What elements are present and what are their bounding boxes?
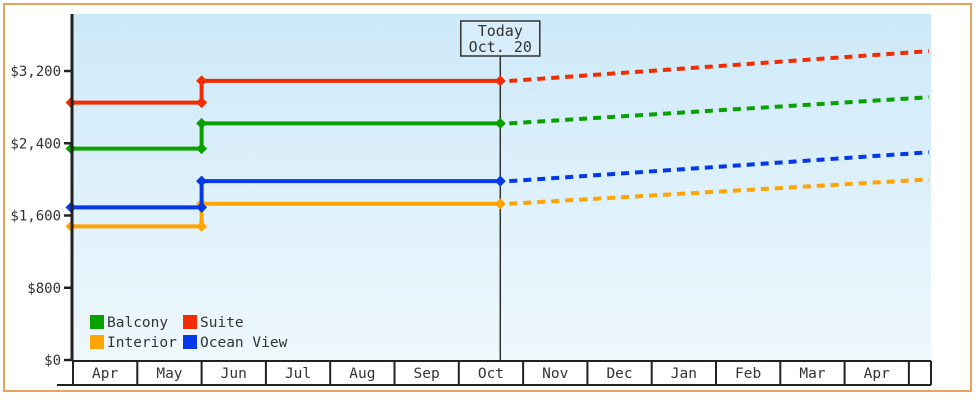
legend-label-balcony: Balcony: [107, 315, 168, 331]
legend-swatch-suite: [183, 315, 197, 329]
legend-label-interior: Interior: [107, 335, 177, 351]
marker-step-low-interior: [196, 220, 208, 232]
legend-swatch-interior: [90, 335, 104, 349]
series-line-actual-ocean-view: [71, 179, 501, 210]
marker-step-low-ocean-view: [196, 201, 208, 213]
legend-swatch-ocean-view: [183, 335, 197, 349]
legend-item-interior: Interior: [90, 335, 177, 351]
month-label: Mar: [799, 366, 825, 382]
month-label: Oct: [478, 366, 504, 382]
y-axis: $0 $800 $1,600 $2,400 $3,200: [10, 14, 74, 369]
series-interior: [65, 177, 930, 232]
marker-step-high-suite: [196, 75, 208, 87]
series-suite: [65, 49, 930, 109]
month-label: Jul: [285, 366, 311, 382]
marker-step-high-ocean-view: [196, 175, 208, 187]
today-box-label-line1: Today: [478, 22, 523, 40]
y-axis-tick-label: $0: [44, 353, 61, 369]
marker-today-interior: [494, 198, 506, 210]
series-line-actual-balcony: [71, 121, 501, 151]
today-annotation-box: Today Oct. 20: [460, 20, 541, 57]
x-axis-month-row: Apr May Jun Jul Aug Sep Oct Nov Dec Jan Feb Mar Apr: [57, 360, 932, 386]
marker-today-suite: [494, 75, 506, 87]
month-label: Apr: [864, 366, 890, 382]
month-label: Aug: [349, 366, 375, 382]
month-label: Sep: [414, 366, 440, 382]
legend-item-balcony: Balcony: [90, 315, 168, 331]
legend-label-ocean-view: Ocean View: [200, 335, 288, 351]
month-label: Nov: [542, 366, 568, 382]
month-label: Jun: [221, 366, 247, 382]
month-label: Jan: [671, 366, 697, 382]
series-balcony: [65, 95, 930, 155]
marker-step-high-balcony: [196, 117, 208, 129]
today-box-rect: [460, 20, 541, 57]
series-lines: [65, 49, 930, 232]
series-line-actual-suite: [71, 78, 501, 105]
series-line-forecast-balcony: [509, 95, 930, 126]
y-axis-tick-label: $2,400: [10, 136, 61, 152]
marker-today-ocean-view: [494, 175, 506, 187]
legend-label-suite: Suite: [200, 315, 244, 331]
series-line-actual-interior: [71, 201, 501, 229]
series-line-forecast-interior: [509, 177, 930, 206]
series-ocean-view: [65, 150, 930, 213]
y-axis-tick-label: $800: [27, 281, 61, 297]
y-axis-tick-label: $3,200: [10, 64, 61, 80]
legend-item-suite: Suite: [183, 315, 244, 331]
month-label: Apr: [92, 366, 118, 382]
marker-step-low-suite: [196, 97, 208, 109]
marker-step-low-balcony: [196, 143, 208, 155]
series-line-forecast-ocean-view: [509, 150, 930, 184]
today-box-label-line2: Oct. 20: [469, 38, 532, 56]
month-label: Feb: [735, 366, 761, 382]
marker-today-balcony: [494, 117, 506, 129]
legend-item-ocean-view: Ocean View: [183, 335, 288, 351]
series-line-forecast-suite: [509, 49, 930, 83]
plot-area: [73, 14, 931, 360]
y-axis-tick-label: $1,600: [10, 209, 61, 225]
legend-swatch-balcony: [90, 315, 104, 329]
plot-background: [73, 14, 931, 360]
month-label: May: [156, 366, 182, 382]
month-label: Dec: [606, 366, 632, 382]
legend: Balcony Suite Interior Ocean View: [90, 315, 288, 351]
